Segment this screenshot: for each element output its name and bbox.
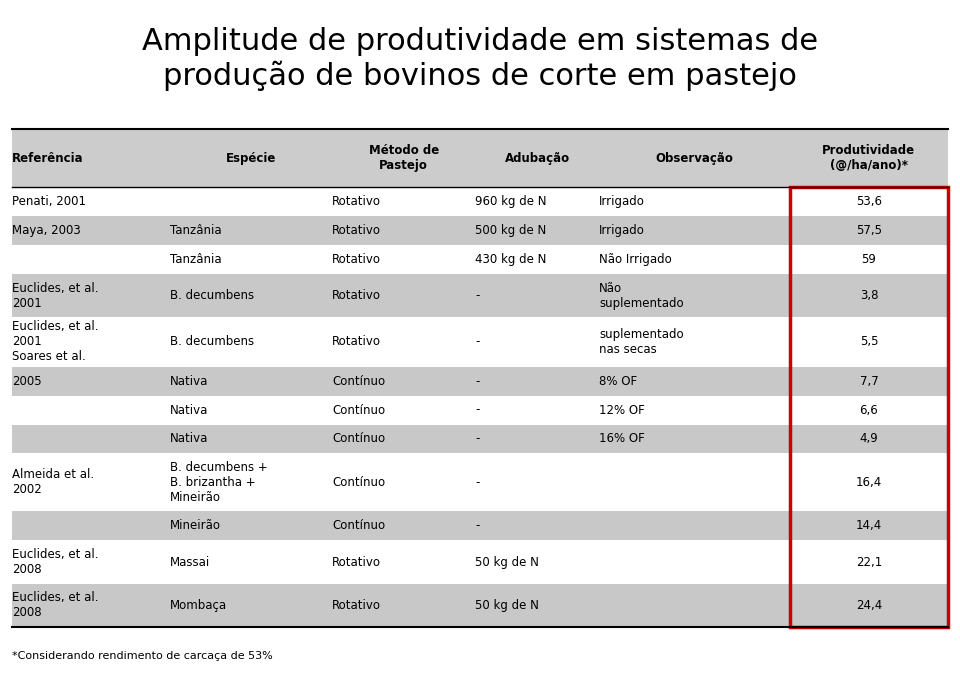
Text: Maya, 2003: Maya, 2003 <box>12 224 81 237</box>
Text: Contínuo: Contínuo <box>332 404 385 416</box>
Text: 57,5: 57,5 <box>856 224 882 237</box>
Bar <box>12 511 948 540</box>
Text: Não Irrigado: Não Irrigado <box>599 253 672 266</box>
Text: suplementado
nas secas: suplementado nas secas <box>599 328 684 356</box>
Text: Adubação: Adubação <box>505 151 570 164</box>
Text: Amplitude de produtividade em sistemas de
produção de bovinos de corte em pastej: Amplitude de produtividade em sistemas d… <box>142 27 818 91</box>
Text: Produtividade
(@/ha/ano)*: Produtividade (@/ha/ano)* <box>823 144 916 172</box>
Text: Rotativo: Rotativo <box>332 195 381 208</box>
Text: -: - <box>475 374 480 387</box>
Text: 12% OF: 12% OF <box>599 404 645 416</box>
Bar <box>12 453 948 511</box>
Text: Penati, 2001: Penati, 2001 <box>12 195 86 208</box>
Text: Euclides, et al.
2001: Euclides, et al. 2001 <box>12 281 99 310</box>
Text: 6,6: 6,6 <box>859 404 878 416</box>
Text: -: - <box>475 476 480 489</box>
Text: Contínuo: Contínuo <box>332 476 385 489</box>
Text: 50 kg de N: 50 kg de N <box>475 599 540 612</box>
Text: Tanzânia: Tanzânia <box>170 253 222 266</box>
Text: Contínuo: Contínuo <box>332 433 385 446</box>
Text: Nativa: Nativa <box>170 404 208 416</box>
Text: 5,5: 5,5 <box>860 336 878 348</box>
Text: Irrigado: Irrigado <box>599 224 645 237</box>
Text: Mombaça: Mombaça <box>170 599 227 612</box>
Text: 8% OF: 8% OF <box>599 374 637 387</box>
Text: 430 kg de N: 430 kg de N <box>475 253 546 266</box>
Bar <box>12 129 948 187</box>
Text: 50 kg de N: 50 kg de N <box>475 555 540 568</box>
Text: 53,6: 53,6 <box>856 195 882 208</box>
Text: -: - <box>475 336 480 348</box>
Bar <box>790 187 948 627</box>
Text: Método de
Pastejo: Método de Pastejo <box>369 144 439 172</box>
Text: 4,9: 4,9 <box>859 433 878 446</box>
Bar <box>12 187 948 216</box>
Text: Rotativo: Rotativo <box>332 599 381 612</box>
Bar <box>12 216 948 245</box>
Text: Euclides, et al.
2008: Euclides, et al. 2008 <box>12 548 99 576</box>
Text: 24,4: 24,4 <box>855 599 882 612</box>
Text: 59: 59 <box>861 253 876 266</box>
Text: -: - <box>475 433 480 446</box>
Bar <box>12 245 948 274</box>
Text: Euclides, et al.
2008: Euclides, et al. 2008 <box>12 592 99 619</box>
Text: Referência: Referência <box>12 151 84 164</box>
Text: B. decumbens +
B. brizantha +
Mineirão: B. decumbens + B. brizantha + Mineirão <box>170 461 268 504</box>
Text: Contínuo: Contínuo <box>332 374 385 387</box>
Text: Rotativo: Rotativo <box>332 253 381 266</box>
Text: Observação: Observação <box>656 151 733 164</box>
Text: Rotativo: Rotativo <box>332 289 381 302</box>
Text: Não
suplementado: Não suplementado <box>599 281 684 310</box>
Text: Rotativo: Rotativo <box>332 336 381 348</box>
Text: -: - <box>475 404 480 416</box>
Text: 16,4: 16,4 <box>855 476 882 489</box>
Text: 22,1: 22,1 <box>855 555 882 568</box>
Text: Irrigado: Irrigado <box>599 195 645 208</box>
Text: Espécie: Espécie <box>226 151 276 164</box>
Text: Rotativo: Rotativo <box>332 555 381 568</box>
Text: Nativa: Nativa <box>170 374 208 387</box>
Text: 16% OF: 16% OF <box>599 433 645 446</box>
Text: Nativa: Nativa <box>170 433 208 446</box>
Bar <box>12 424 948 453</box>
Bar <box>12 317 948 367</box>
Text: Mineirão: Mineirão <box>170 519 221 533</box>
Bar <box>12 396 948 424</box>
Text: Rotativo: Rotativo <box>332 224 381 237</box>
Bar <box>12 367 948 396</box>
Text: 2005: 2005 <box>12 374 42 387</box>
Text: 7,7: 7,7 <box>859 374 878 387</box>
Text: 500 kg de N: 500 kg de N <box>475 224 546 237</box>
Text: -: - <box>475 519 480 533</box>
Text: 960 kg de N: 960 kg de N <box>475 195 547 208</box>
Text: Euclides, et al.
2001
Soares et al.: Euclides, et al. 2001 Soares et al. <box>12 321 99 363</box>
Text: 14,4: 14,4 <box>855 519 882 533</box>
Text: -: - <box>475 289 480 302</box>
Text: B. decumbens: B. decumbens <box>170 336 254 348</box>
Text: Massai: Massai <box>170 555 210 568</box>
Bar <box>12 274 948 317</box>
Text: 3,8: 3,8 <box>860 289 878 302</box>
Text: Contínuo: Contínuo <box>332 519 385 533</box>
Bar <box>12 584 948 627</box>
Text: Almeida et al.
2002: Almeida et al. 2002 <box>12 469 94 497</box>
Text: Tanzânia: Tanzânia <box>170 224 222 237</box>
Text: *Considerando rendimento de carcaça de 53%: *Considerando rendimento de carcaça de 5… <box>12 651 273 661</box>
Bar <box>12 540 948 584</box>
Text: B. decumbens: B. decumbens <box>170 289 254 302</box>
